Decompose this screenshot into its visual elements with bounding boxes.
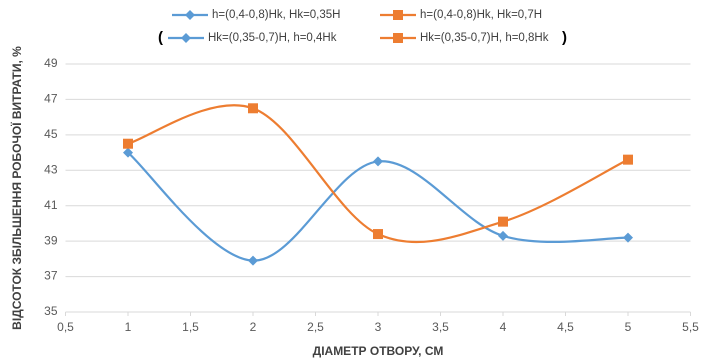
legend-label: h=(0,4-0,8)Hk, Hk=0,7H bbox=[420, 9, 542, 21]
legend-marker bbox=[393, 33, 403, 43]
x-tick-label: 0,5 bbox=[57, 320, 74, 334]
y-tick-label: 47 bbox=[44, 92, 58, 106]
series-line bbox=[127, 151, 629, 262]
data-point bbox=[373, 229, 383, 240]
x-tick-label: 1 bbox=[125, 320, 132, 334]
y-tick-label: 35 bbox=[44, 304, 58, 318]
data-point bbox=[123, 147, 133, 158]
x-tick-label: 3 bbox=[375, 320, 382, 334]
x-tick-label: 2,5 bbox=[307, 320, 324, 334]
legend-marker bbox=[185, 10, 195, 20]
data-point bbox=[623, 232, 633, 243]
legend-marker bbox=[393, 10, 403, 20]
data-point bbox=[498, 216, 508, 227]
y-tick-label: 43 bbox=[44, 162, 58, 176]
legend-label: Hk=(0,35-0,7)H, h=0,8Hk bbox=[420, 32, 549, 44]
legend-paren: ( bbox=[158, 29, 163, 46]
series-line bbox=[127, 104, 629, 244]
x-tick-label: 5,5 bbox=[682, 320, 699, 334]
y-tick-label: 45 bbox=[44, 127, 58, 141]
x-tick-label: 4 bbox=[500, 320, 507, 334]
data-point bbox=[248, 255, 258, 266]
x-tick-label: 4,5 bbox=[557, 320, 574, 334]
y-tick-label: 39 bbox=[44, 233, 58, 247]
x-tick-label: 2 bbox=[250, 320, 257, 334]
x-tick-label: 1,5 bbox=[182, 320, 199, 334]
x-tick-label: 5 bbox=[625, 320, 632, 334]
data-point bbox=[123, 138, 133, 149]
y-axis-title: ВІДСОТОК ЗБІЛЬШЕННЯ РОБОЧОЇ ВИТРАТИ, % bbox=[9, 46, 24, 330]
y-tick-label: 41 bbox=[44, 198, 58, 212]
data-point bbox=[248, 103, 258, 114]
y-tick-label: 49 bbox=[44, 56, 58, 70]
data-point bbox=[623, 154, 633, 165]
data-point bbox=[373, 156, 383, 167]
x-axis-title: ДІАМЕТР ОТВОРУ, СМ bbox=[313, 344, 444, 358]
legend-label: h=(0,4-0,8)Hk, Hk=0,35H bbox=[212, 9, 340, 21]
legend-marker bbox=[181, 33, 191, 43]
y-tick-label: 37 bbox=[44, 269, 58, 283]
legend-paren: ) bbox=[562, 29, 567, 46]
x-tick-label: 3,5 bbox=[432, 320, 449, 334]
legend-label: Hk=(0,35-0,7)H, h=0,4Hk bbox=[208, 32, 337, 44]
data-point bbox=[498, 230, 508, 241]
